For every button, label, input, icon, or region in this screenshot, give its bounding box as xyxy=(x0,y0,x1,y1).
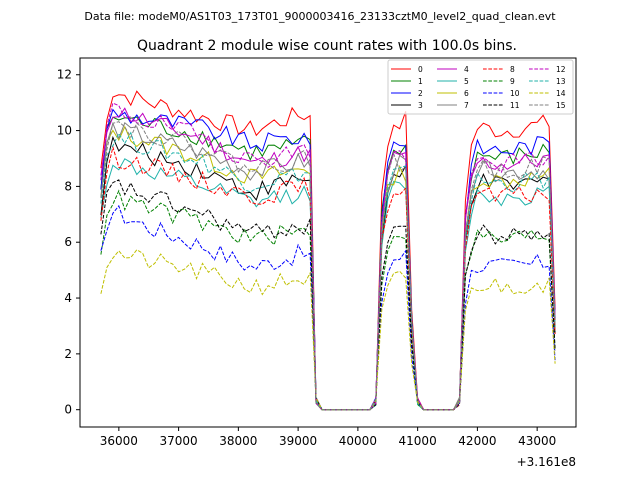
y-tick-label: 6 xyxy=(64,235,72,249)
legend-label-12: 12 xyxy=(556,65,566,74)
legend-label-4: 4 xyxy=(464,65,469,74)
legend-label-15: 15 xyxy=(556,101,566,110)
legend-frame xyxy=(387,59,574,115)
y-tick-label: 12 xyxy=(57,68,72,82)
x-tick-label: 43000 xyxy=(518,434,556,448)
legend-label-10: 10 xyxy=(510,89,520,98)
x-tick-label: 40000 xyxy=(339,434,377,448)
legend-label-9: 9 xyxy=(510,77,515,86)
x-tick-label: 41000 xyxy=(399,434,437,448)
y-tick-label: 8 xyxy=(64,179,72,193)
y-tick-label: 2 xyxy=(64,347,72,361)
legend-label-11: 11 xyxy=(510,101,520,110)
x-offset-label: +3.161e8 xyxy=(517,455,576,469)
legend-label-13: 13 xyxy=(556,77,566,86)
legend-label-7: 7 xyxy=(464,101,469,110)
series-line-12 xyxy=(100,102,556,411)
legend-label-8: 8 xyxy=(510,65,515,74)
x-tick-label: 42000 xyxy=(458,434,496,448)
legend-label-1: 1 xyxy=(418,77,423,86)
series-line-15 xyxy=(100,121,556,411)
legend-label-5: 5 xyxy=(464,77,469,86)
legend-label-2: 2 xyxy=(418,89,423,98)
legend-label-14: 14 xyxy=(556,89,566,98)
ticks-layer: 36000 37000 38000 39000 40000 41000 42000 43000… xyxy=(57,68,557,448)
y-tick-label: 10 xyxy=(57,124,72,138)
x-tick-label: 36000 xyxy=(100,434,138,448)
x-tick-label: 39000 xyxy=(279,434,317,448)
series-layer xyxy=(100,90,556,411)
x-tick-label: 38000 xyxy=(219,434,257,448)
chart-title: Quadrant 2 module wise count rates with … xyxy=(137,38,517,54)
legend-label-0: 0 xyxy=(418,65,423,74)
legend-label-6: 6 xyxy=(464,89,469,98)
legend-label-3: 3 xyxy=(418,101,423,110)
x-tick-label: 37000 xyxy=(160,434,198,448)
chart-suptitle: Data file: modeM0/AS1T03_173T01_90000034… xyxy=(84,10,556,23)
y-tick-label: 4 xyxy=(64,291,72,305)
y-tick-label: 0 xyxy=(64,403,72,417)
